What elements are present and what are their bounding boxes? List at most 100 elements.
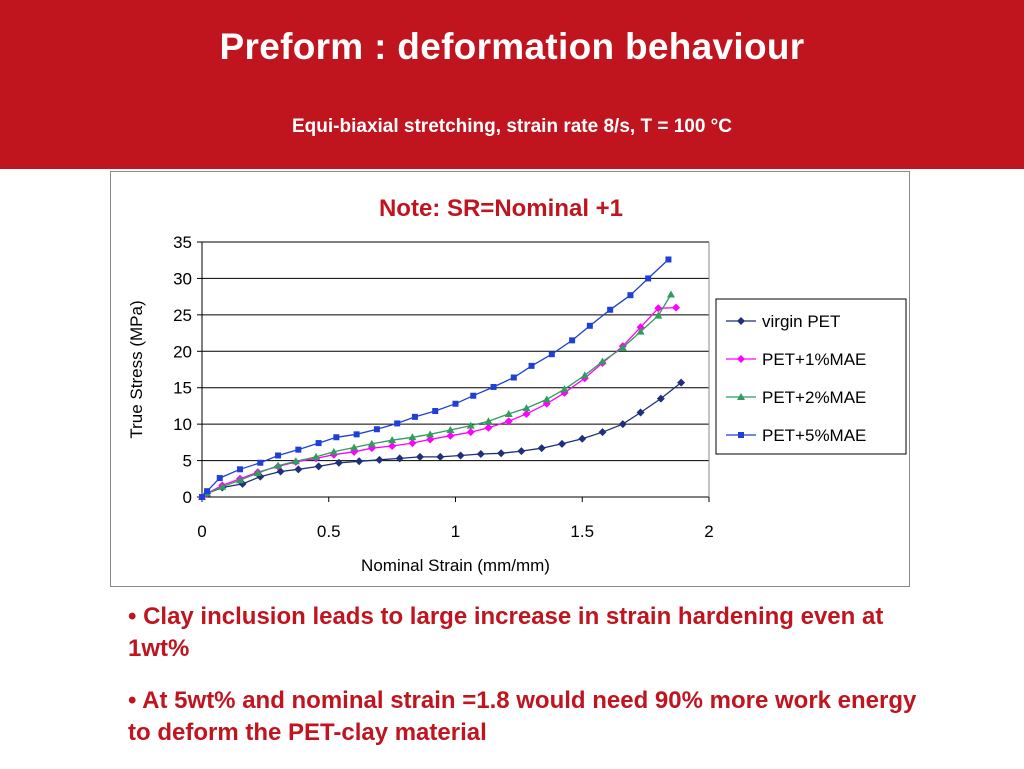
bullet-item: • Clay inclusion leads to large increase… <box>128 603 884 662</box>
data-point <box>315 440 322 447</box>
x-tick-label: 1 <box>451 522 460 541</box>
data-point <box>291 457 300 465</box>
data-point <box>329 447 338 455</box>
data-point <box>456 451 465 460</box>
x-axis-label: Nominal Strain (mm/mm) <box>361 556 550 575</box>
series-line-4 <box>201 259 669 498</box>
data-point <box>645 275 652 282</box>
data-point <box>618 420 627 429</box>
data-point <box>654 311 663 319</box>
data-point <box>436 452 445 461</box>
data-point <box>607 306 614 313</box>
y-tick-label: 0 <box>183 488 192 507</box>
y-tick-label: 30 <box>173 269 192 288</box>
data-point <box>466 428 475 437</box>
y-tick-label: 25 <box>173 306 192 325</box>
data-point <box>416 452 425 461</box>
data-point <box>497 449 506 458</box>
data-point <box>598 357 607 365</box>
data-point <box>432 408 439 415</box>
slide-title: Preform : deformation behaviour <box>219 26 805 67</box>
data-point <box>636 327 645 335</box>
data-point <box>665 256 672 263</box>
data-point <box>517 447 526 456</box>
bullet-item: • At 5wt% and nominal strain =1.8 would … <box>128 687 917 746</box>
data-point <box>426 435 435 444</box>
data-point <box>204 488 211 495</box>
data-point <box>312 452 321 460</box>
stress-strain-chart: Note: SR=Nominal +1 0 5 10 15 20 25 30 35 0 0.5 1 1.… <box>127 195 907 575</box>
chart-frame: Note: SR=Nominal +1 0 5 10 15 20 25 30 35 0 0.5 1 1.… <box>110 171 910 587</box>
data-point <box>408 439 417 448</box>
data-point <box>275 452 282 459</box>
data-point <box>353 431 360 438</box>
data-point <box>426 430 435 438</box>
data-point <box>557 439 566 448</box>
data-point <box>578 434 587 443</box>
data-point <box>274 461 283 469</box>
data-point <box>395 454 404 463</box>
data-point <box>522 409 531 418</box>
data-point <box>388 442 397 450</box>
data-point <box>355 457 364 466</box>
legend-marker <box>737 317 745 325</box>
data-point <box>452 400 459 407</box>
data-point <box>586 322 593 329</box>
data-point <box>237 466 244 473</box>
data-point <box>446 431 455 440</box>
data-point <box>560 385 569 393</box>
data-point <box>394 420 401 427</box>
data-point <box>528 362 535 369</box>
y-tick-label: 5 <box>183 452 192 471</box>
data-point <box>677 378 686 387</box>
data-point <box>375 455 384 464</box>
data-point <box>411 413 418 420</box>
series-line-3 <box>201 294 672 498</box>
series-line-2 <box>201 306 677 498</box>
data-point <box>548 351 555 358</box>
data-point <box>350 443 359 451</box>
data-point <box>618 343 627 351</box>
title-banner: Preform : deformation behaviour Equi-bia… <box>0 0 1024 169</box>
legend-box <box>715 298 907 455</box>
legend-label: virgin PET <box>762 312 840 331</box>
data-point <box>199 494 205 500</box>
data-point <box>236 476 245 484</box>
data-point <box>580 371 589 379</box>
x-tick-label: 0 <box>197 522 206 541</box>
legend-label: PET+2%MAE <box>762 388 866 407</box>
data-point <box>476 450 485 459</box>
data-point <box>367 439 376 447</box>
data-point <box>466 421 475 429</box>
data-point <box>388 436 397 444</box>
data-point <box>446 425 455 433</box>
y-tick-label: 15 <box>173 379 192 398</box>
y-tick-label: 10 <box>173 415 192 434</box>
legend-label: PET+1%MAE <box>762 350 866 369</box>
data-point <box>654 304 663 313</box>
legend-label: PET+5%MAE <box>762 426 866 445</box>
chart-title: Note: SR=Nominal +1 <box>379 195 623 222</box>
data-point <box>334 458 343 467</box>
data-point <box>627 292 634 299</box>
y-tick-label: 35 <box>173 233 192 252</box>
legend-marker <box>738 432 744 438</box>
data-point <box>484 423 493 432</box>
data-point <box>537 444 546 453</box>
data-point <box>484 417 493 425</box>
bullet-list: • Clay inclusion leads to large increase… <box>128 601 928 769</box>
y-axis-label: True Stress (MPa) <box>127 300 146 438</box>
y-tick-label: 20 <box>173 342 192 361</box>
data-point <box>636 408 645 417</box>
data-point <box>373 426 380 433</box>
data-point <box>569 337 576 344</box>
legend-marker <box>737 355 745 363</box>
data-point <box>218 482 227 490</box>
x-tick-label: 0.5 <box>317 522 341 541</box>
series-line-1 <box>201 382 682 498</box>
data-point <box>294 465 303 474</box>
data-point <box>470 392 477 399</box>
x-tick-label: 2 <box>704 522 713 541</box>
data-point <box>656 394 665 403</box>
data-point <box>542 395 551 403</box>
